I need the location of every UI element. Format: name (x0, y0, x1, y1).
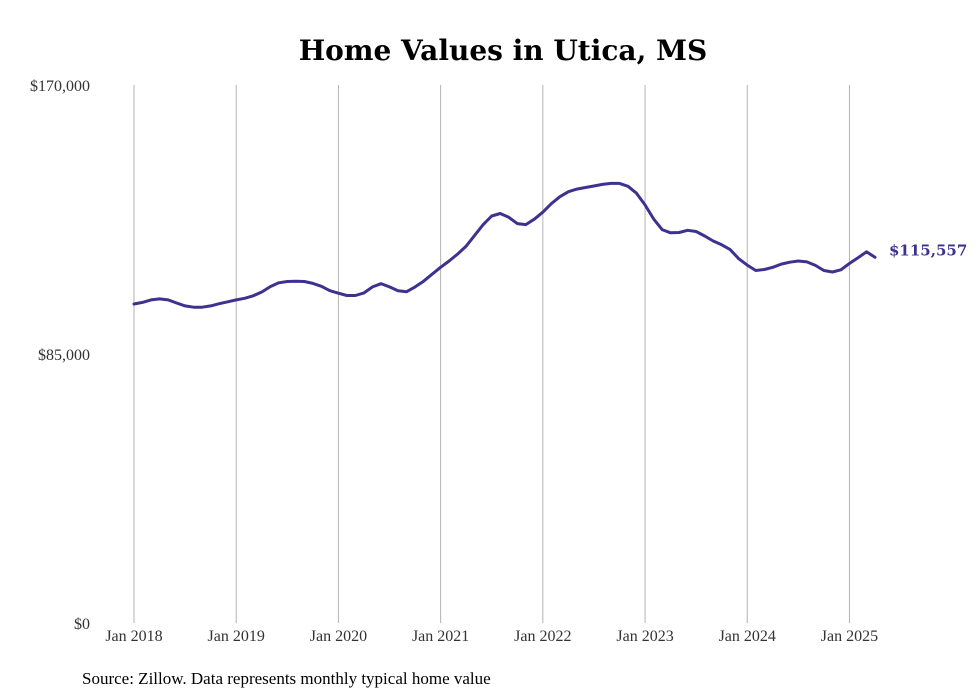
x-tick-label: Jan 2021 (412, 628, 469, 645)
home-value-line (132, 181, 877, 309)
gridlines (133, 85, 850, 623)
y-tick-label: $0 (74, 616, 90, 633)
x-tick-label: Jan 2019 (208, 628, 265, 645)
latest-value-label: $115,557 (889, 241, 967, 259)
x-axis-ticks: Jan 2018 Jan 2019 Jan 2020 Jan 2021 Jan 2022… (105, 628, 878, 645)
x-tick-label: Jan 2020 (310, 628, 367, 645)
x-tick-label: Jan 2018 (105, 628, 162, 645)
chart-title: Home Values in Utica, MS (299, 34, 708, 67)
y-tick-label: $170,000 (30, 78, 90, 95)
y-axis-ticks: $170,000 $85,000 $0 (30, 78, 90, 633)
x-tick-label: Jan 2023 (616, 628, 673, 645)
x-tick-label: Jan 2022 (514, 628, 571, 645)
source-note: Source: Zillow. Data represents monthly … (82, 669, 491, 688)
x-tick-label: Jan 2024 (719, 628, 776, 645)
x-tick-label: Jan 2025 (821, 628, 878, 645)
y-tick-label: $85,000 (38, 347, 90, 364)
